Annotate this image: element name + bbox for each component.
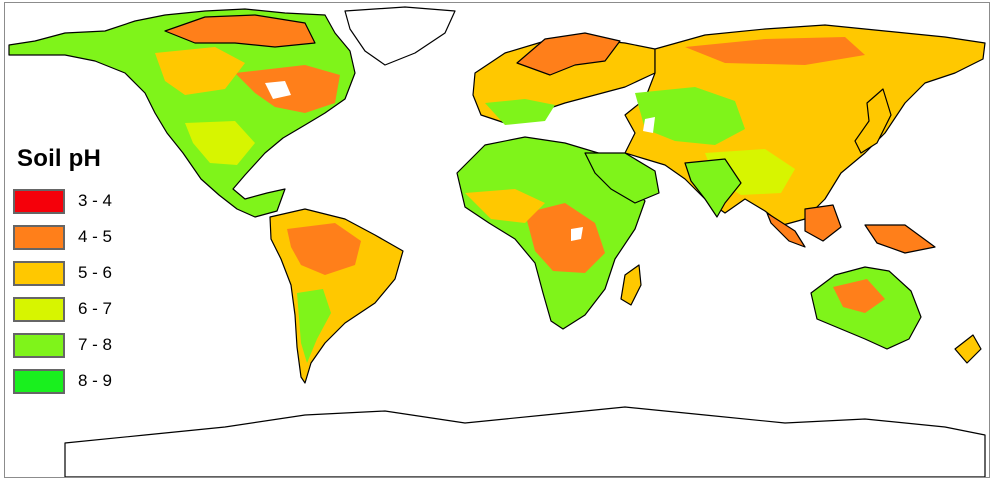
scandinavia xyxy=(516,32,621,76)
india xyxy=(684,158,742,218)
legend-label: 8 - 9 xyxy=(78,371,113,390)
na-yellow-south xyxy=(185,121,255,165)
sa-orange-core xyxy=(287,223,361,275)
legend-label: 4 - 5 xyxy=(78,227,113,246)
legend-item: 5 - 6 xyxy=(13,255,112,291)
asia-green-central xyxy=(635,87,745,145)
arctic-islands xyxy=(164,14,316,48)
legend: Soil pH 3 - 4 4 - 5 5 - 6 6 - 7 7 - 8 xyxy=(13,145,112,399)
map-frame: Soil pH 3 - 4 4 - 5 5 - 6 6 - 7 7 - 8 xyxy=(4,2,990,478)
australia-orange xyxy=(833,279,885,313)
legend-item: 7 - 8 xyxy=(13,327,112,363)
legend-item: 8 - 9 xyxy=(13,363,112,399)
legend-swatch xyxy=(13,188,65,214)
africa-yellow-west xyxy=(465,189,545,223)
new-zealand xyxy=(954,334,982,364)
ice-patch-africa xyxy=(571,227,583,241)
asia-orange-north xyxy=(685,37,865,65)
legend-item: 3 - 4 xyxy=(13,183,112,219)
arabia xyxy=(584,152,660,204)
japan xyxy=(854,88,892,154)
continent-layer xyxy=(8,6,986,477)
legend-swatch xyxy=(13,368,65,394)
europe-green xyxy=(485,99,555,125)
legend-item: 6 - 7 xyxy=(13,291,112,327)
africa-orange-center xyxy=(525,203,605,273)
legend-label: 3 - 4 xyxy=(78,191,113,210)
na-orange-west xyxy=(155,47,245,95)
legend-swatch xyxy=(13,260,65,286)
world-soil-ph-map xyxy=(8,6,986,477)
legend-swatch xyxy=(13,332,65,358)
legend-label: 7 - 8 xyxy=(78,335,113,354)
sa-green-south xyxy=(297,289,331,363)
legend-label: 5 - 6 xyxy=(78,263,113,282)
madagascar xyxy=(620,264,642,306)
legend-swatch xyxy=(13,224,65,250)
legend-item: 4 - 5 xyxy=(13,219,112,255)
north-america xyxy=(8,8,356,218)
ice-patch-asia xyxy=(643,117,655,133)
borneo xyxy=(804,204,842,242)
sumatra xyxy=(766,212,806,248)
legend-swatch xyxy=(13,296,65,322)
new-guinea xyxy=(864,224,936,254)
legend-title: Soil pH xyxy=(17,145,102,172)
greenland xyxy=(344,6,456,66)
legend-label: 6 - 7 xyxy=(78,299,113,318)
legend-items: 3 - 4 4 - 5 5 - 6 6 - 7 7 - 8 8 - 9 xyxy=(13,183,112,399)
ice-patch-na xyxy=(265,81,291,99)
antarctica xyxy=(64,406,986,477)
